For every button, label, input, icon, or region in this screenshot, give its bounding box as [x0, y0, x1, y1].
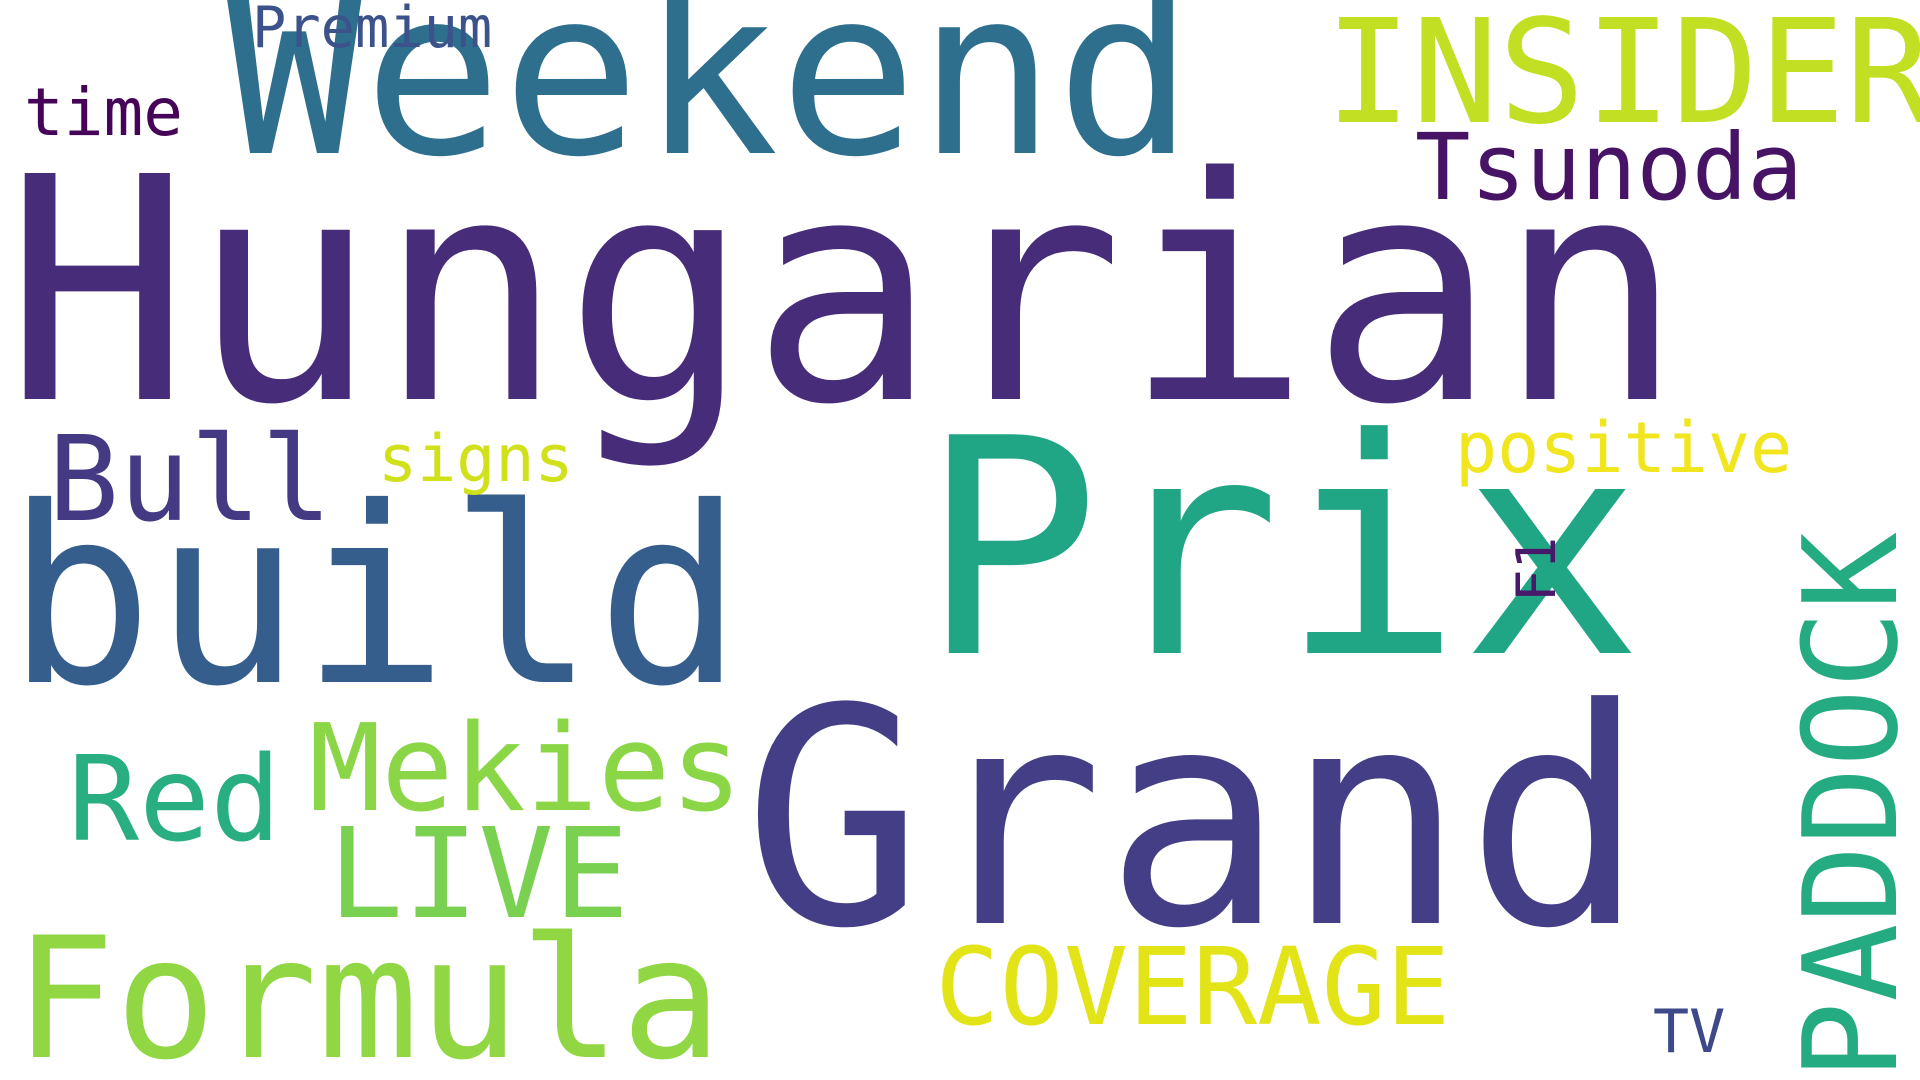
word-live: LIVE [328, 802, 630, 947]
word-tsunoda: Tsunoda [1415, 114, 1803, 221]
word-tv: TV [1653, 997, 1726, 1067]
word-hungarian: Hungarian [4, 112, 1684, 473]
word-signs: signs [378, 422, 574, 497]
word-mekies: Mekies [309, 700, 743, 839]
word-paddock: PADDOCK [1775, 532, 1920, 1080]
word-formula: Formula [14, 901, 723, 1080]
word-positive: positive [1455, 407, 1793, 489]
word-premium: Premium [252, 0, 493, 61]
word-insider: INSIDER [1325, 0, 1920, 156]
word-prix: Prix [920, 375, 1643, 724]
word-f1: F1 [1505, 536, 1568, 602]
word-coverage: COVERAGE [935, 926, 1451, 1050]
word-build: build [6, 455, 744, 740]
word-red: Red [68, 730, 282, 868]
word-time: time [24, 74, 183, 151]
word-weekend: Weekend [225, 0, 1195, 208]
word-grand: Grand [743, 645, 1647, 994]
word-bull: Bull [48, 410, 333, 548]
